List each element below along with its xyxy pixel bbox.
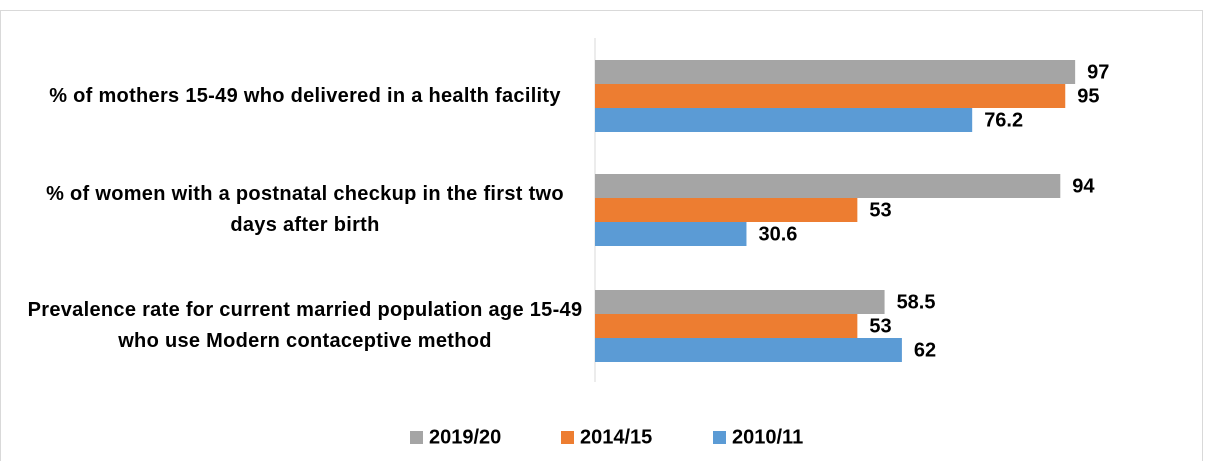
bar: [595, 290, 885, 314]
bar: [595, 314, 858, 338]
bar: [595, 174, 1061, 198]
category-label: Prevalence rate for current married popu…: [27, 299, 583, 352]
bar: [595, 108, 973, 132]
legend-label: 2019/20: [429, 426, 501, 448]
value-label: 97: [1087, 61, 1109, 83]
value-label: 30.6: [758, 223, 797, 245]
value-label: 76.2: [984, 109, 1023, 131]
bar: [595, 198, 858, 222]
legend-swatch: [561, 431, 574, 444]
chart-border: [0, 10, 1203, 461]
value-label: 62: [914, 339, 936, 361]
value-label: 53: [869, 315, 891, 337]
value-label: 58.5: [897, 291, 936, 313]
bar: [595, 84, 1066, 108]
legend-swatch: [410, 431, 423, 444]
bar: [595, 338, 902, 362]
category-label: % of mothers 15-49 who delivered in a he…: [49, 84, 561, 107]
category-label: % of women with a postnatal checkup in t…: [46, 183, 564, 236]
legend-swatch: [713, 431, 726, 444]
value-label: 94: [1072, 175, 1095, 197]
legend-label: 2010/11: [732, 426, 803, 448]
bar: [595, 60, 1076, 84]
value-label: 53: [869, 199, 891, 221]
legend-label: 2014/15: [580, 426, 652, 448]
value-label: 95: [1077, 85, 1099, 107]
bar: [595, 222, 747, 246]
